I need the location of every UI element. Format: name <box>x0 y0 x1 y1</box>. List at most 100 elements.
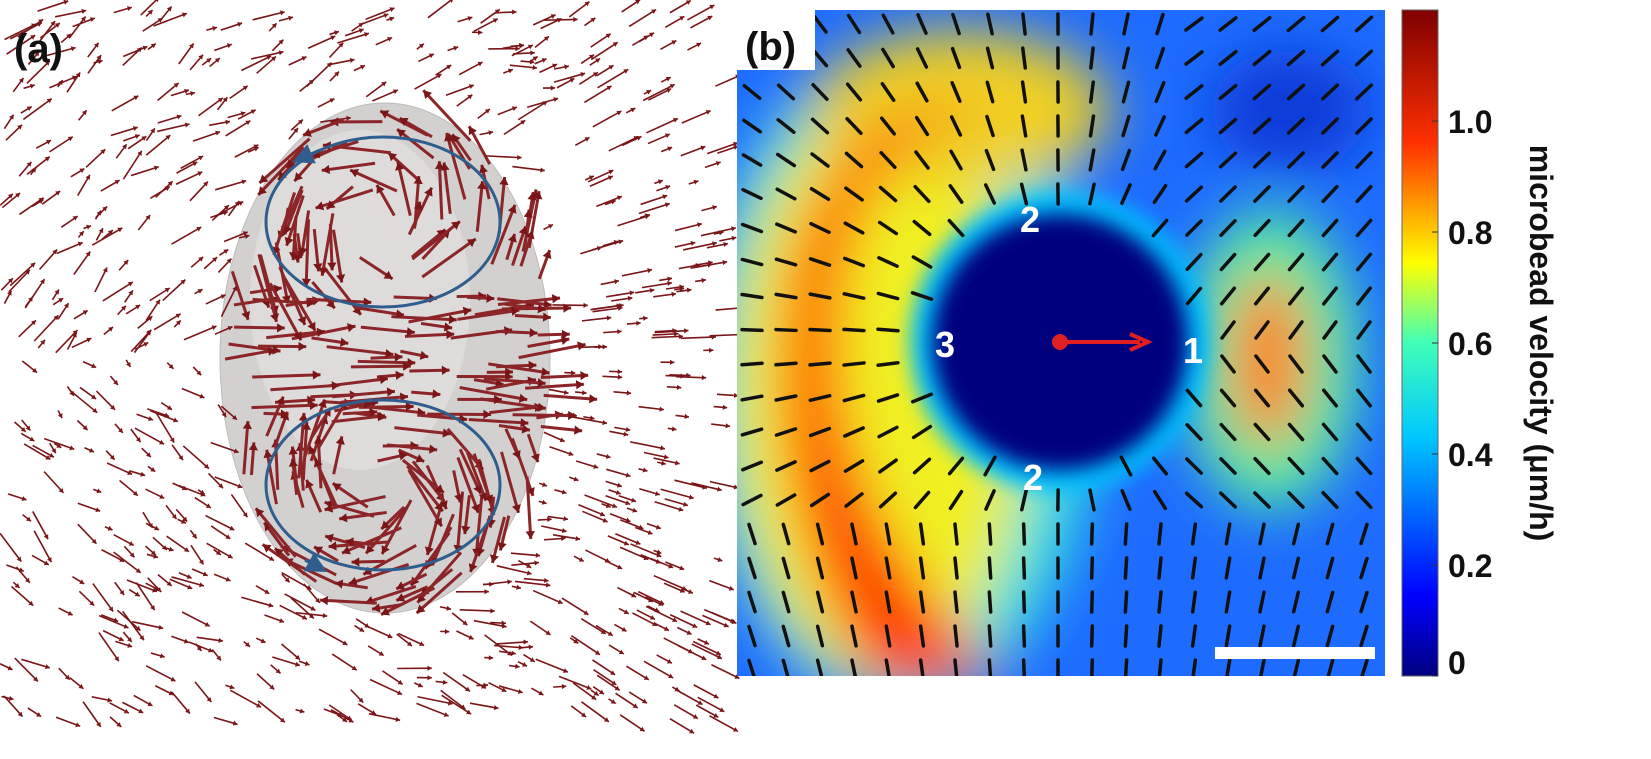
flow-arrow <box>112 96 139 111</box>
flow-arrowhead <box>670 360 674 365</box>
velocity-arrow <box>1024 660 1025 680</box>
flow-arrow <box>226 121 251 136</box>
flow-arrowhead <box>288 16 293 21</box>
flow-arrow <box>0 533 21 561</box>
panel-a: (a) <box>0 0 745 733</box>
flow-arrowhead <box>523 639 527 644</box>
flow-arrowhead <box>443 680 448 685</box>
flow-arrow <box>179 486 206 496</box>
velocity-arrow <box>1092 592 1093 612</box>
flow-arrow <box>370 680 402 695</box>
flow-arrowhead <box>636 321 640 326</box>
flow-arrow <box>629 10 656 27</box>
flow-arrow <box>661 489 694 498</box>
flow-arrow <box>486 156 522 158</box>
flow-arrow <box>581 619 605 634</box>
flow-arrow <box>630 442 665 449</box>
flow-arrowhead <box>573 17 577 22</box>
velocity-arrow <box>989 592 990 612</box>
flow-arrow <box>527 98 558 107</box>
flow-arrowhead <box>684 414 689 419</box>
flow-arrow <box>114 552 141 573</box>
flow-arrow <box>470 703 498 708</box>
flow-arrow <box>205 516 234 530</box>
flow-arrow <box>644 661 673 678</box>
colorbar-label: microbead velocity (μm/h) <box>1523 145 1559 542</box>
flow-arrow <box>446 85 474 95</box>
flow-arrow <box>150 411 178 422</box>
velocity-arrow <box>1091 14 1093 34</box>
flow-arrow <box>652 336 683 337</box>
velocity-arrow <box>810 330 830 331</box>
velocity-arrow <box>776 363 796 365</box>
velocity-arrow <box>810 363 830 365</box>
velocity-arrow <box>955 626 957 646</box>
flow-arrowhead <box>323 613 328 618</box>
velocity-arrow <box>955 558 957 578</box>
flow-arrowhead <box>519 645 523 650</box>
velocity-arrow <box>1024 592 1025 612</box>
velocity-arrow <box>1023 14 1025 34</box>
flow-arrowhead <box>427 675 431 680</box>
flow-arrowhead <box>534 560 539 565</box>
flow-arrow <box>44 439 74 450</box>
flow-arrow <box>497 566 532 574</box>
panel-label: (a) <box>14 27 63 71</box>
flow-arrow <box>571 636 600 655</box>
flow-arrowhead <box>280 10 285 15</box>
velocity-arrow <box>989 626 990 646</box>
flow-arrow <box>581 702 608 722</box>
flow-arrow <box>710 716 738 732</box>
colorbar-tick-label: 0.4 <box>1448 437 1493 473</box>
flow-arrow <box>307 63 332 87</box>
flow-arrow <box>71 391 98 413</box>
flow-arrow <box>639 204 670 214</box>
colorbar-tick-label: 0.8 <box>1448 215 1492 251</box>
flow-arrow <box>157 124 189 131</box>
flow-arrowhead <box>702 375 706 380</box>
flow-arrow <box>428 0 454 18</box>
flow-arrow <box>146 666 175 681</box>
velocity-arrow <box>989 558 990 578</box>
flow-arrowhead <box>544 578 548 583</box>
flow-arrowhead <box>643 468 648 473</box>
flow-arrow <box>544 395 597 399</box>
point-label: 1 <box>1183 330 1203 371</box>
velocity-arrow <box>878 329 898 330</box>
velocity-arrow <box>1159 592 1161 612</box>
velocity-arrow <box>1159 626 1161 646</box>
flow-arrow <box>536 659 568 672</box>
flow-arrowhead <box>607 315 612 320</box>
flow-arrow <box>10 263 35 286</box>
flow-arrowhead <box>212 26 217 31</box>
flow-arrow <box>21 659 50 668</box>
flow-arrow <box>710 482 738 488</box>
flow-arrowhead <box>98 59 103 64</box>
flow-arrow <box>146 135 170 155</box>
flow-arrow <box>443 672 470 691</box>
flow-arrow <box>182 612 210 626</box>
flow-arrowhead <box>490 608 494 613</box>
flow-arrow <box>582 318 611 321</box>
flow-arrow <box>230 690 261 707</box>
flow-arrowhead <box>627 390 631 395</box>
flow-arrowhead <box>532 65 537 70</box>
flow-arrowhead <box>320 596 328 605</box>
flow-arrowhead <box>618 375 622 380</box>
flow-arrow <box>441 690 466 709</box>
flow-arrowhead <box>697 222 702 227</box>
flow-arrow <box>215 477 243 487</box>
flow-arrow <box>351 366 411 367</box>
flow-arrow <box>285 594 316 610</box>
flow-arrow <box>83 702 101 727</box>
flow-arrow <box>512 167 544 171</box>
flow-arrow <box>511 553 540 555</box>
flow-arrowhead <box>552 294 560 303</box>
flow-arrow <box>55 10 86 16</box>
flow-arrow <box>19 198 43 215</box>
flow-arrowhead <box>584 303 588 308</box>
flow-arrow <box>701 228 736 236</box>
flow-arrow <box>252 12 284 20</box>
